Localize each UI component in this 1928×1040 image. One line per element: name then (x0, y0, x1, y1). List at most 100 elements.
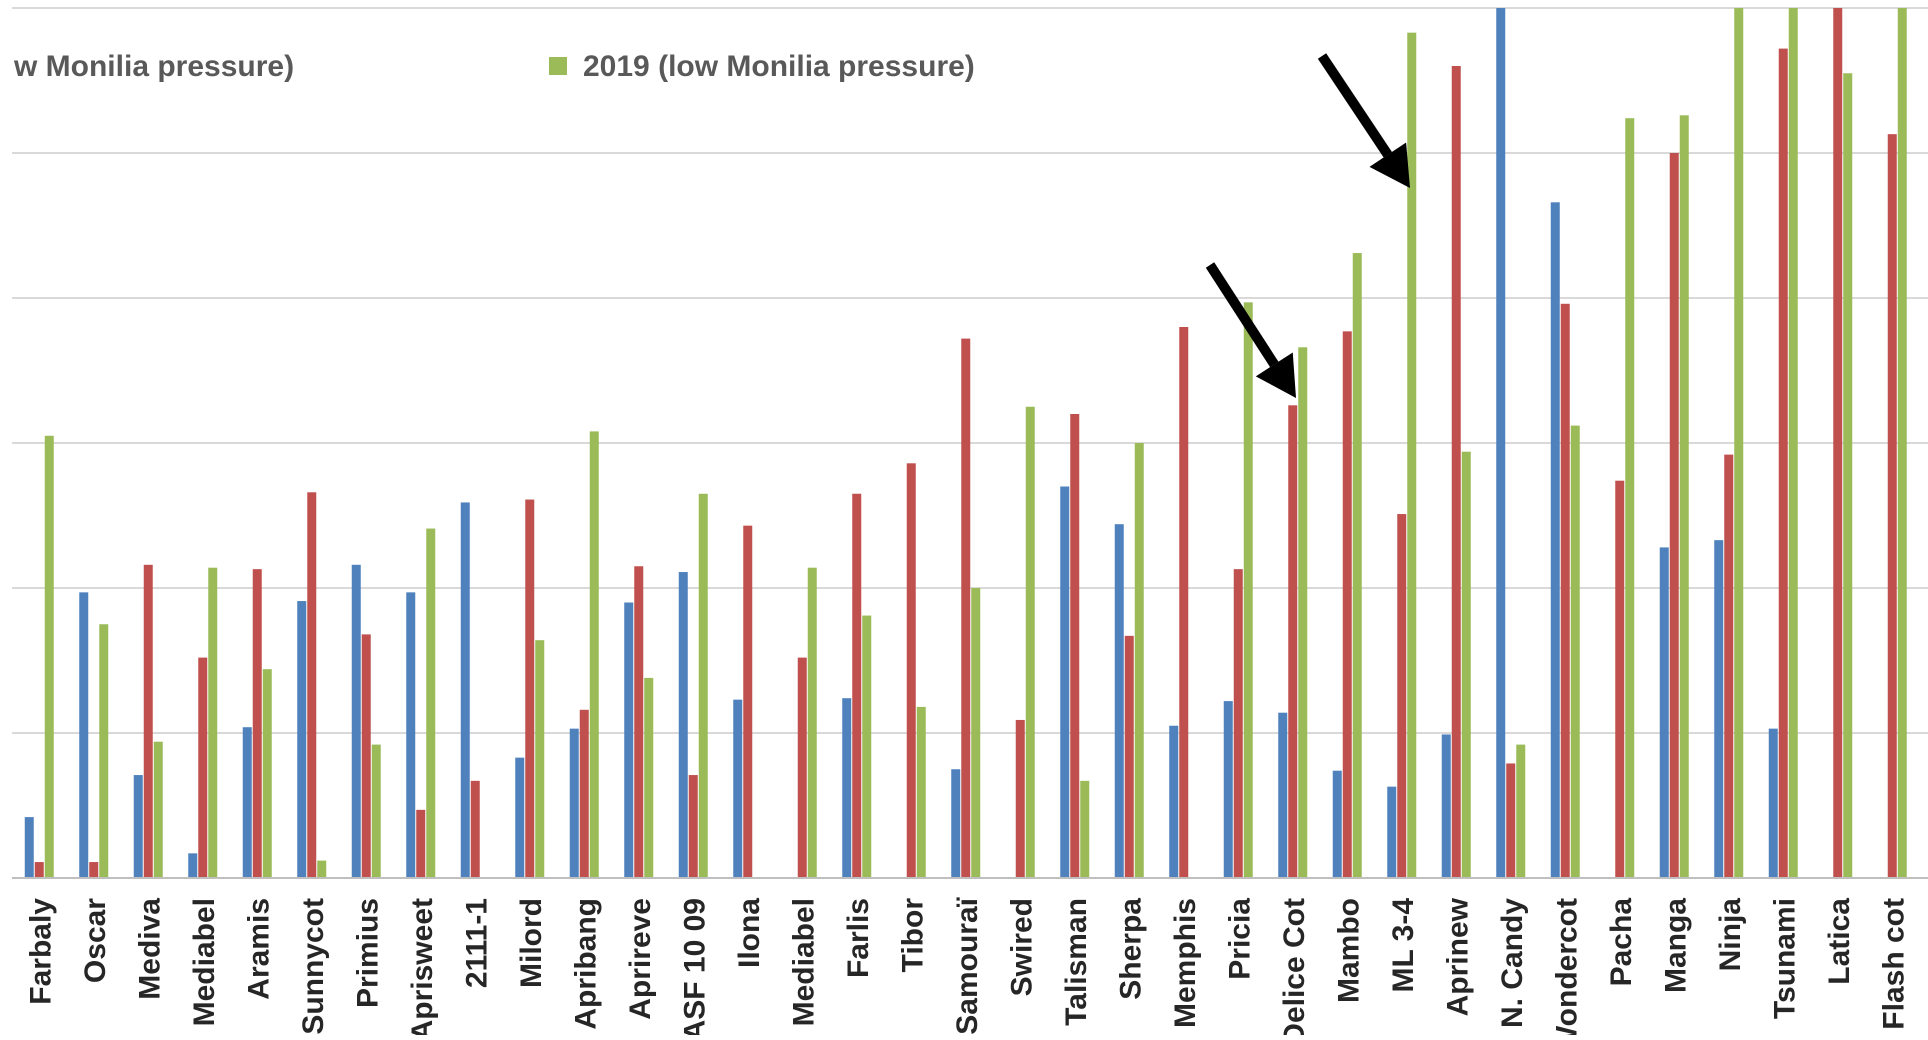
bar-s2-19 (1080, 780, 1090, 878)
x-tick-label: Pacha (1605, 898, 1638, 987)
bar-s1-2 (143, 564, 153, 878)
legend-entry-0-label: w Monilia pressure) (13, 50, 294, 83)
x-tick-label: Sunnycot (297, 898, 330, 1035)
bar-s0-15 (842, 698, 852, 878)
bar-s0-31 (1714, 540, 1724, 878)
bar-s0-8 (460, 502, 470, 878)
bar-s2-28 (1570, 425, 1580, 878)
bar-s2-6 (371, 744, 381, 878)
bar-s0-9 (515, 757, 525, 878)
x-tick-label: Wondercot (1550, 898, 1583, 1035)
bar-s1-3 (198, 657, 208, 878)
bar-s2-27 (1516, 744, 1526, 878)
bars (24, 8, 1907, 879)
x-tick-label: Tsunami (1768, 898, 1801, 1019)
bar-s2-34 (1897, 8, 1907, 878)
bar-s1-1 (89, 862, 99, 878)
bar-s0-32 (1768, 728, 1778, 878)
bar-s2-0 (44, 435, 54, 878)
bar-s1-34 (1887, 134, 1897, 878)
x-tick-label: Mediabel (188, 898, 221, 1026)
bar-s0-23 (1278, 712, 1288, 878)
bar-s2-16 (916, 706, 926, 878)
bar-s1-15 (852, 493, 862, 878)
bar-s0-22 (1223, 701, 1233, 878)
bar-s2-4 (262, 669, 272, 878)
bar-s1-26 (1451, 66, 1461, 878)
x-tick-label: Sherpa (1114, 898, 1147, 1000)
bar-s2-11 (644, 677, 654, 878)
legend-entry-1-swatch (549, 57, 567, 75)
bar-s1-0 (34, 862, 44, 878)
bar-s1-10 (579, 709, 589, 878)
x-tick-label: Ninja (1714, 898, 1747, 972)
bar-s0-11 (624, 602, 634, 878)
x-tick-label: Flash cot (1877, 898, 1910, 1030)
bar-s0-24 (1332, 770, 1342, 878)
bar-s2-22 (1243, 302, 1253, 879)
bar-s1-19 (1070, 414, 1080, 878)
bar-s0-0 (24, 817, 34, 878)
x-tick-label: Memphis (1169, 898, 1202, 1028)
x-tick-label: Samouraï (951, 897, 984, 1034)
bar-s1-23 (1288, 405, 1298, 878)
bar-s1-11 (634, 566, 644, 878)
bar-s2-9 (535, 640, 545, 878)
bar-s0-28 (1550, 202, 1560, 879)
bar-s1-31 (1724, 454, 1734, 878)
bar-s1-28 (1560, 303, 1570, 878)
bar-s1-22 (1233, 569, 1243, 878)
bar-s2-2 (153, 741, 163, 878)
x-tick-label: ASF 10 09 (678, 898, 711, 1035)
bar-s1-7 (416, 809, 426, 878)
bar-s1-20 (1124, 635, 1134, 878)
bar-s2-15 (862, 615, 872, 878)
bar-s1-24 (1342, 331, 1352, 879)
x-tick-label: Latica (1823, 898, 1856, 985)
bar-s2-32 (1788, 8, 1798, 878)
bar-s1-5 (307, 492, 317, 878)
bar-s2-25 (1407, 32, 1417, 878)
bar-s1-16 (906, 463, 916, 878)
x-tick-label: Tibor (896, 898, 929, 973)
x-tick-label: Ilona (733, 898, 766, 968)
bar-s1-21 (1179, 327, 1189, 878)
bar-s1-8 (470, 780, 480, 878)
bar-s1-14 (797, 657, 807, 878)
bar-s2-23 (1298, 347, 1308, 878)
x-tick-label: Farlis (842, 898, 875, 978)
bar-s1-9 (525, 499, 535, 878)
x-tick-label: Oscar (79, 898, 112, 983)
x-tick-label: Mediabel (787, 898, 820, 1026)
x-tick-label: Milord (515, 898, 548, 988)
bar-s2-17 (971, 588, 981, 878)
x-tick-label: Mediva (133, 898, 166, 1000)
bar-s1-29 (1615, 480, 1625, 878)
x-tick-label: Primius (351, 898, 384, 1008)
bar-s2-29 (1625, 118, 1635, 878)
x-tick-label: Aprireve (624, 898, 657, 1020)
x-tick-label: 2111-1 (460, 898, 493, 988)
bar-s0-5 (297, 601, 307, 878)
bar-s0-7 (406, 592, 416, 878)
x-tick-label: N. Candy (1496, 898, 1529, 1028)
bar-s2-14 (807, 567, 817, 878)
legend-entry-1-label: 2019 (low Monilia pressure) (583, 50, 975, 83)
bar-s0-25 (1387, 786, 1397, 878)
bar-s0-17 (951, 769, 961, 878)
bar-s1-13 (743, 525, 753, 878)
bar-s1-30 (1669, 153, 1679, 878)
bar-s2-5 (317, 860, 327, 878)
bar-s2-3 (208, 567, 218, 878)
bar-s1-6 (361, 634, 371, 878)
bar-s0-6 (351, 564, 361, 878)
bar-s2-30 (1679, 115, 1689, 879)
bar-s1-27 (1506, 763, 1516, 878)
x-tick-label: Swired (1005, 898, 1038, 996)
bar-s1-25 (1397, 514, 1407, 878)
x-tick-label: Aramis (242, 898, 275, 1000)
bar-s2-18 (1025, 406, 1035, 878)
bar-s1-12 (688, 775, 698, 878)
